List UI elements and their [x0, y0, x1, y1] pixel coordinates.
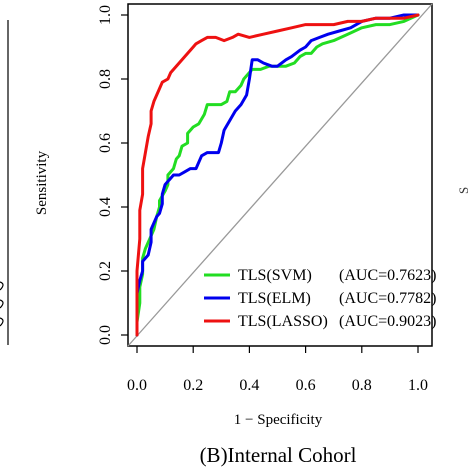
- y-tick-label: 0.8: [97, 69, 114, 89]
- left-panel-edge: [0, 20, 9, 345]
- y-tick-label: 0.6: [97, 133, 114, 153]
- legend-auc-label: (AUC=0.7782): [339, 290, 436, 307]
- legend-auc-label: (AUC=0.7623): [339, 267, 436, 284]
- x-tick-label: 0.0: [127, 377, 147, 394]
- x-tick-label: 0.2: [183, 377, 203, 394]
- legend-series-name: TLS(ELM): [238, 290, 311, 307]
- x-axis: 0.0 0.2 0.4 0.6 0.8 1.0: [127, 346, 428, 394]
- legend: TLS(SVM) (AUC=0.7623) TLS(ELM) (AUC=0.7782)…: [204, 267, 436, 330]
- legend-auc-label: (AUC=0.9023): [339, 313, 436, 330]
- x-tick-label: 0.4: [239, 377, 259, 394]
- y-tick-label: 0.2: [97, 261, 114, 281]
- roc-curve-tls-lasso: [135, 13, 420, 337]
- y-tick-label: 1.0: [97, 5, 114, 25]
- roc-curve-tls-elm: [135, 13, 420, 337]
- chance-diagonal: [127, 3, 433, 347]
- legend-series-name: TLS(SVM): [238, 267, 312, 284]
- right-panel-edge: S: [456, 187, 471, 194]
- figure-caption: (B)Internal Cohorl: [200, 443, 357, 467]
- legend-series-name: TLS(LASSO): [238, 313, 328, 330]
- x-tick-label: 0.6: [296, 377, 316, 394]
- roc-curves: [135, 13, 420, 337]
- x-tick-label: 1.0: [408, 377, 428, 394]
- y-tick-label: 0.0: [97, 325, 114, 345]
- x-tick-label: 0.8: [352, 377, 372, 394]
- y-tick-label: 0.4: [97, 197, 114, 217]
- y-axis: 0.0 0.2 0.4 0.6 0.8 1.0: [97, 5, 128, 345]
- y-axis-label: Sensitivity: [34, 150, 50, 215]
- roc-curve-tls-svm: [135, 13, 420, 337]
- plot-frame: [127, 3, 433, 347]
- x-axis-label: 1 − Specificity: [234, 412, 323, 428]
